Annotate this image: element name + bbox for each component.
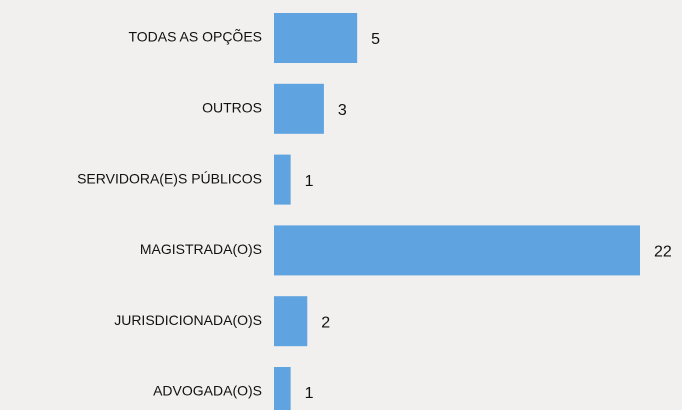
bar [274, 154, 291, 205]
data-label: 3 [338, 102, 347, 119]
category-label: ADVOGADA(O)S [153, 383, 262, 399]
data-label: 2 [321, 314, 330, 331]
data-label: 5 [371, 31, 380, 48]
category-label: JURISDICIONADA(O)S [114, 312, 262, 328]
category-label: OUTROS [202, 100, 262, 116]
category-label: SERVIDORA(E)S PÚBLICOS [77, 170, 262, 186]
category-label: MAGISTRADA(O)S [140, 241, 262, 257]
bar [274, 367, 291, 410]
data-label: 1 [305, 385, 314, 402]
bar [274, 296, 308, 347]
bar [274, 83, 324, 134]
bar [274, 13, 358, 63]
bar [274, 225, 640, 276]
category-label: TODAS AS OPÇÕES [128, 29, 262, 45]
data-label: 22 [654, 244, 672, 261]
data-label: 1 [305, 173, 314, 190]
